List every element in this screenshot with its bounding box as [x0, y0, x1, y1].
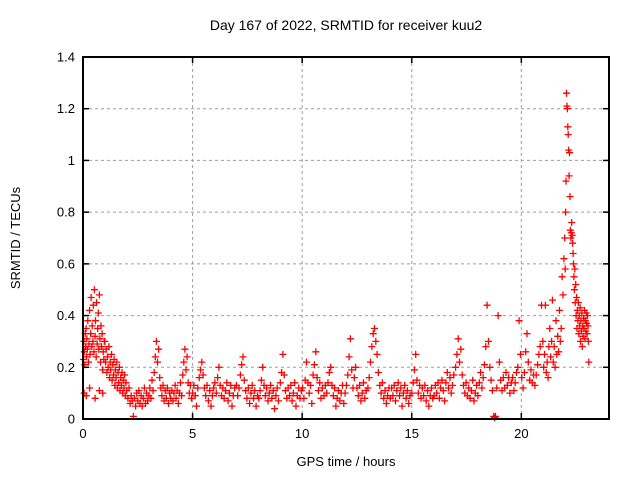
y-tick-label: 1.2: [57, 101, 75, 116]
y-tick-label: 1.4: [57, 50, 75, 65]
y-tick-labels: 0 0.2 0.4 0.6 0.8 1 1.2 1.4: [57, 50, 75, 427]
y-tick-label: 0: [68, 412, 75, 427]
x-tick-labels: 0 5 10 15 20: [79, 426, 528, 441]
chart-title: Day 167 of 2022, SRMTID for receiver kuu…: [210, 17, 483, 33]
y-tick-label: 0.6: [57, 256, 75, 271]
y-tick-label: 0.4: [57, 308, 75, 323]
y-tick-label: 0.2: [57, 360, 75, 375]
y-tick-label: 1: [68, 153, 75, 168]
gridlines: [83, 57, 609, 419]
x-axis-label: GPS time / hours: [297, 454, 396, 469]
plot-border: [82, 56, 610, 420]
x-tick-label: 10: [295, 426, 309, 441]
axis-ticks: [82, 56, 609, 420]
x-tick-label: 15: [405, 426, 419, 441]
x-tick-label: 20: [514, 426, 528, 441]
y-axis-label: SRMTID / TECUs: [8, 186, 23, 289]
scatter-points: [79, 89, 593, 422]
y-tick-label: 0.8: [57, 205, 75, 220]
x-tick-label: 0: [79, 426, 86, 441]
x-tick-label: 5: [189, 426, 196, 441]
